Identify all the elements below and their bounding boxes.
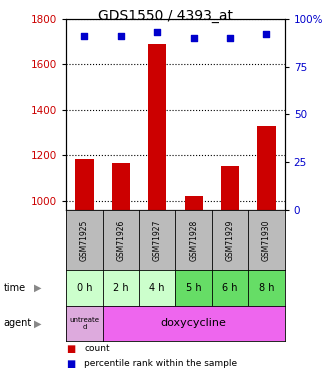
Point	[191, 35, 196, 41]
Text: untreate
d: untreate d	[70, 317, 99, 330]
Text: ■: ■	[66, 344, 75, 354]
Point	[227, 35, 233, 41]
Text: ▶: ▶	[34, 318, 42, 328]
Text: 5 h: 5 h	[186, 283, 202, 293]
Text: 2 h: 2 h	[113, 283, 129, 293]
Text: 8 h: 8 h	[259, 283, 274, 293]
Point	[118, 33, 123, 39]
Text: GDS1550 / 4393_at: GDS1550 / 4393_at	[98, 9, 233, 23]
Text: time: time	[3, 283, 25, 293]
Point	[264, 31, 269, 37]
Bar	[75, 159, 94, 210]
Text: 6 h: 6 h	[222, 283, 238, 293]
Text: GSM71929: GSM71929	[225, 219, 235, 261]
Text: ■: ■	[66, 359, 75, 369]
Text: ▶: ▶	[34, 283, 42, 293]
Text: 0 h: 0 h	[77, 283, 92, 293]
Text: GSM71930: GSM71930	[262, 219, 271, 261]
Bar	[257, 126, 275, 210]
Text: count: count	[84, 344, 110, 353]
Text: agent: agent	[3, 318, 31, 328]
Bar	[148, 44, 166, 210]
Bar	[185, 196, 203, 210]
Text: GSM71925: GSM71925	[80, 219, 89, 261]
Text: doxycycline: doxycycline	[161, 318, 227, 328]
Text: 4 h: 4 h	[150, 283, 165, 293]
Text: GSM71927: GSM71927	[153, 219, 162, 261]
Text: GSM71926: GSM71926	[116, 219, 125, 261]
Text: GSM71928: GSM71928	[189, 219, 198, 261]
Point	[155, 29, 160, 35]
Text: percentile rank within the sample: percentile rank within the sample	[84, 359, 238, 368]
Point	[82, 33, 87, 39]
Bar	[221, 166, 239, 210]
Bar	[112, 164, 130, 210]
